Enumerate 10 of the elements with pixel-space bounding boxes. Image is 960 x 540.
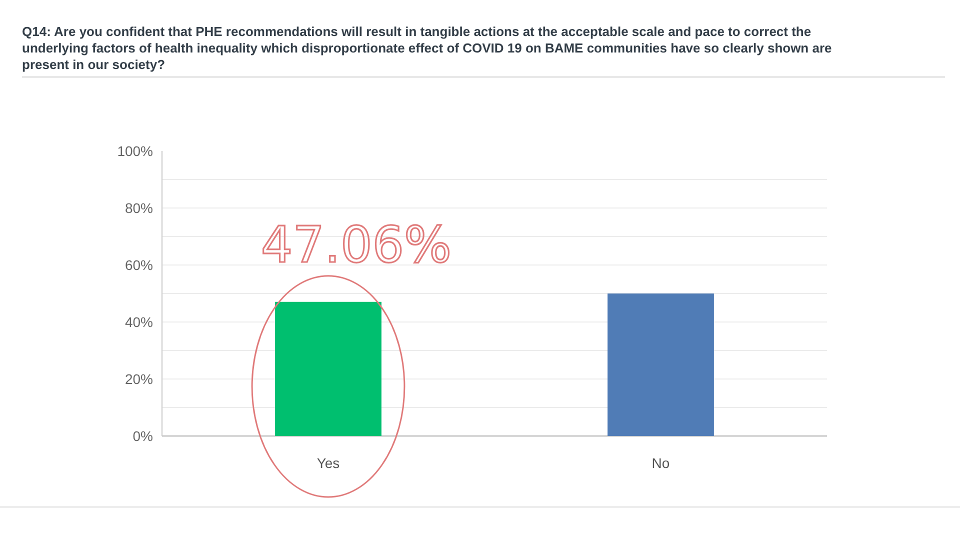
chart-title: Q14: Are you confident that PHE recommendations will result in tangible actions at the acceptable scale and pace to correct the underlying factors of health inequality which disproportionate effect of COVID 19 on BAME communities have so clearly shown are present in our society?	[22, 24, 832, 72]
x-tick-label: No	[652, 454, 670, 471]
y-tick-label: 20%	[124, 370, 153, 387]
y-tick-label: 100%	[117, 142, 153, 159]
y-tick-label: 80%	[124, 200, 153, 216]
y-tick-label: 0%	[132, 428, 153, 444]
y-tick-label: 60%	[124, 256, 153, 273]
x-tick-label: Yes	[316, 454, 340, 471]
annotation: 47.06%	[260, 216, 452, 274]
y-tick-label: 40%	[124, 314, 153, 330]
